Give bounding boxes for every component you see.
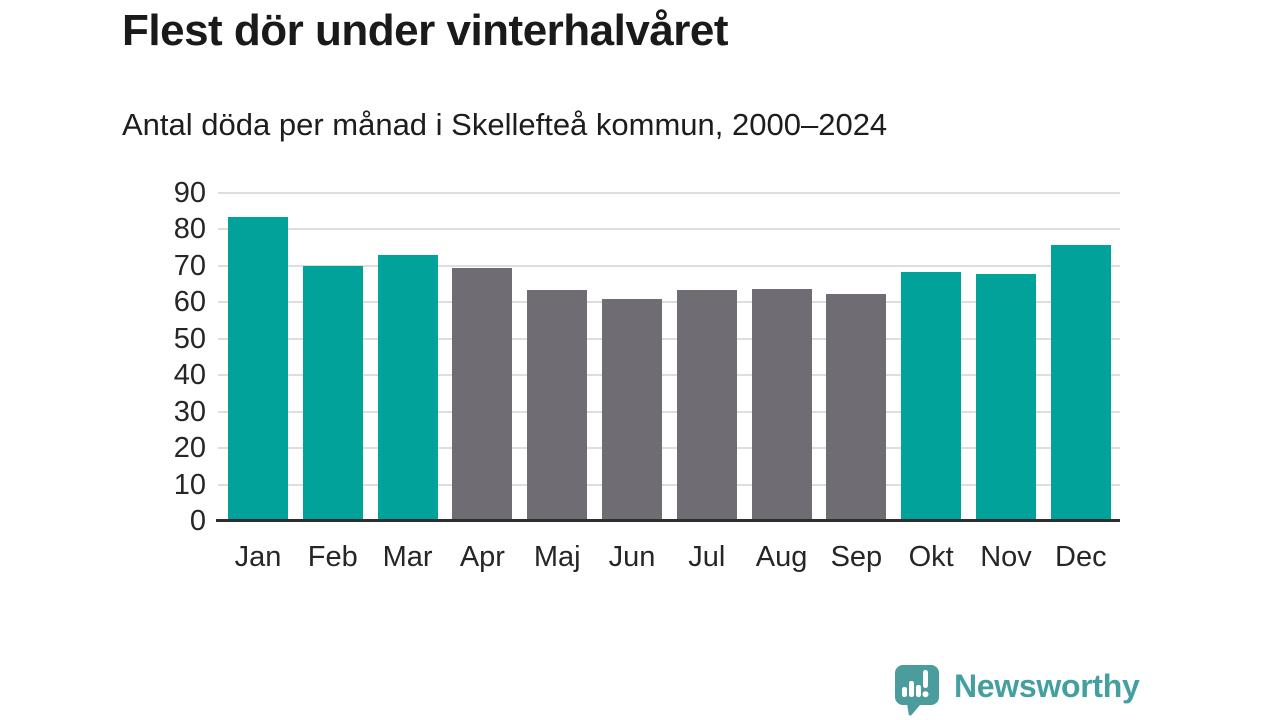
x-axis: Jan Feb Mar Apr Maj Jun Jul Aug Sep Okt Nov Dec xyxy=(218,539,1120,579)
y-tick-label-80: 80 xyxy=(173,213,206,246)
x-tick-label-jul: Jul xyxy=(688,541,726,573)
gridline-50 xyxy=(218,337,1120,340)
gridline-20 xyxy=(218,447,1120,450)
x-tick-label-apr: Apr xyxy=(459,541,505,573)
x-tick-label-feb: Feb xyxy=(307,541,358,573)
bar-okt xyxy=(901,272,962,521)
y-tick-label-30: 30 xyxy=(173,395,206,428)
x-tick-label-maj: Maj xyxy=(533,541,581,573)
bar-nov xyxy=(976,273,1036,521)
bar-aug xyxy=(751,288,812,521)
y-tick-label-10: 10 xyxy=(173,468,206,501)
bar-maj xyxy=(527,289,588,521)
brand-name: Newsworthy xyxy=(954,668,1140,704)
x-tick-label-sep: Sep xyxy=(830,541,883,573)
x-axis-baseline xyxy=(216,519,1120,522)
gridline-70 xyxy=(218,264,1120,267)
bar-mar xyxy=(377,254,438,521)
gridline-80 xyxy=(218,228,1120,231)
bar-jul xyxy=(676,290,737,521)
x-tick-label-okt: Okt xyxy=(908,541,954,573)
y-axis: 0 10 20 30 40 50 60 70 80 90 xyxy=(110,0,206,720)
gridline-90 xyxy=(218,192,1120,194)
gridline-60 xyxy=(218,301,1120,304)
x-tick-label-dec: Dec xyxy=(1055,541,1107,573)
x-tick-label-nov: Nov xyxy=(980,541,1032,573)
y-tick-label-70: 70 xyxy=(173,249,206,282)
x-tick-label-jan: Jan xyxy=(234,541,282,573)
x-tick-label-mar: Mar xyxy=(382,541,433,573)
y-tick-label-50: 50 xyxy=(173,322,206,355)
bar-feb xyxy=(302,265,363,521)
x-tick-label-aug: Aug xyxy=(755,541,808,573)
bar-jan xyxy=(228,216,288,521)
y-tick-label-90: 90 xyxy=(173,177,206,209)
brand-lockup: Newsworthy xyxy=(893,664,1140,716)
gridline-10 xyxy=(218,483,1120,486)
y-tick-label-0: 0 xyxy=(189,505,206,537)
chart-subtitle: Antal döda per månad i Skellefteå kommun… xyxy=(122,107,888,142)
gridline-30 xyxy=(218,410,1120,413)
y-tick-label-40: 40 xyxy=(173,359,206,392)
bar-sep xyxy=(826,293,887,521)
y-tick-label-20: 20 xyxy=(173,432,206,465)
newsworthy-logo-icon xyxy=(895,665,939,716)
bar-jun xyxy=(602,298,662,521)
plot-area xyxy=(218,192,1120,521)
bar-dec xyxy=(1050,244,1111,521)
gridline-40 xyxy=(218,374,1120,377)
x-tick-label-jun: Jun xyxy=(608,541,656,573)
chart-title: Flest dör under vinterhalvåret xyxy=(122,6,729,55)
y-tick-label-60: 60 xyxy=(173,286,206,319)
bar-apr xyxy=(452,267,513,521)
